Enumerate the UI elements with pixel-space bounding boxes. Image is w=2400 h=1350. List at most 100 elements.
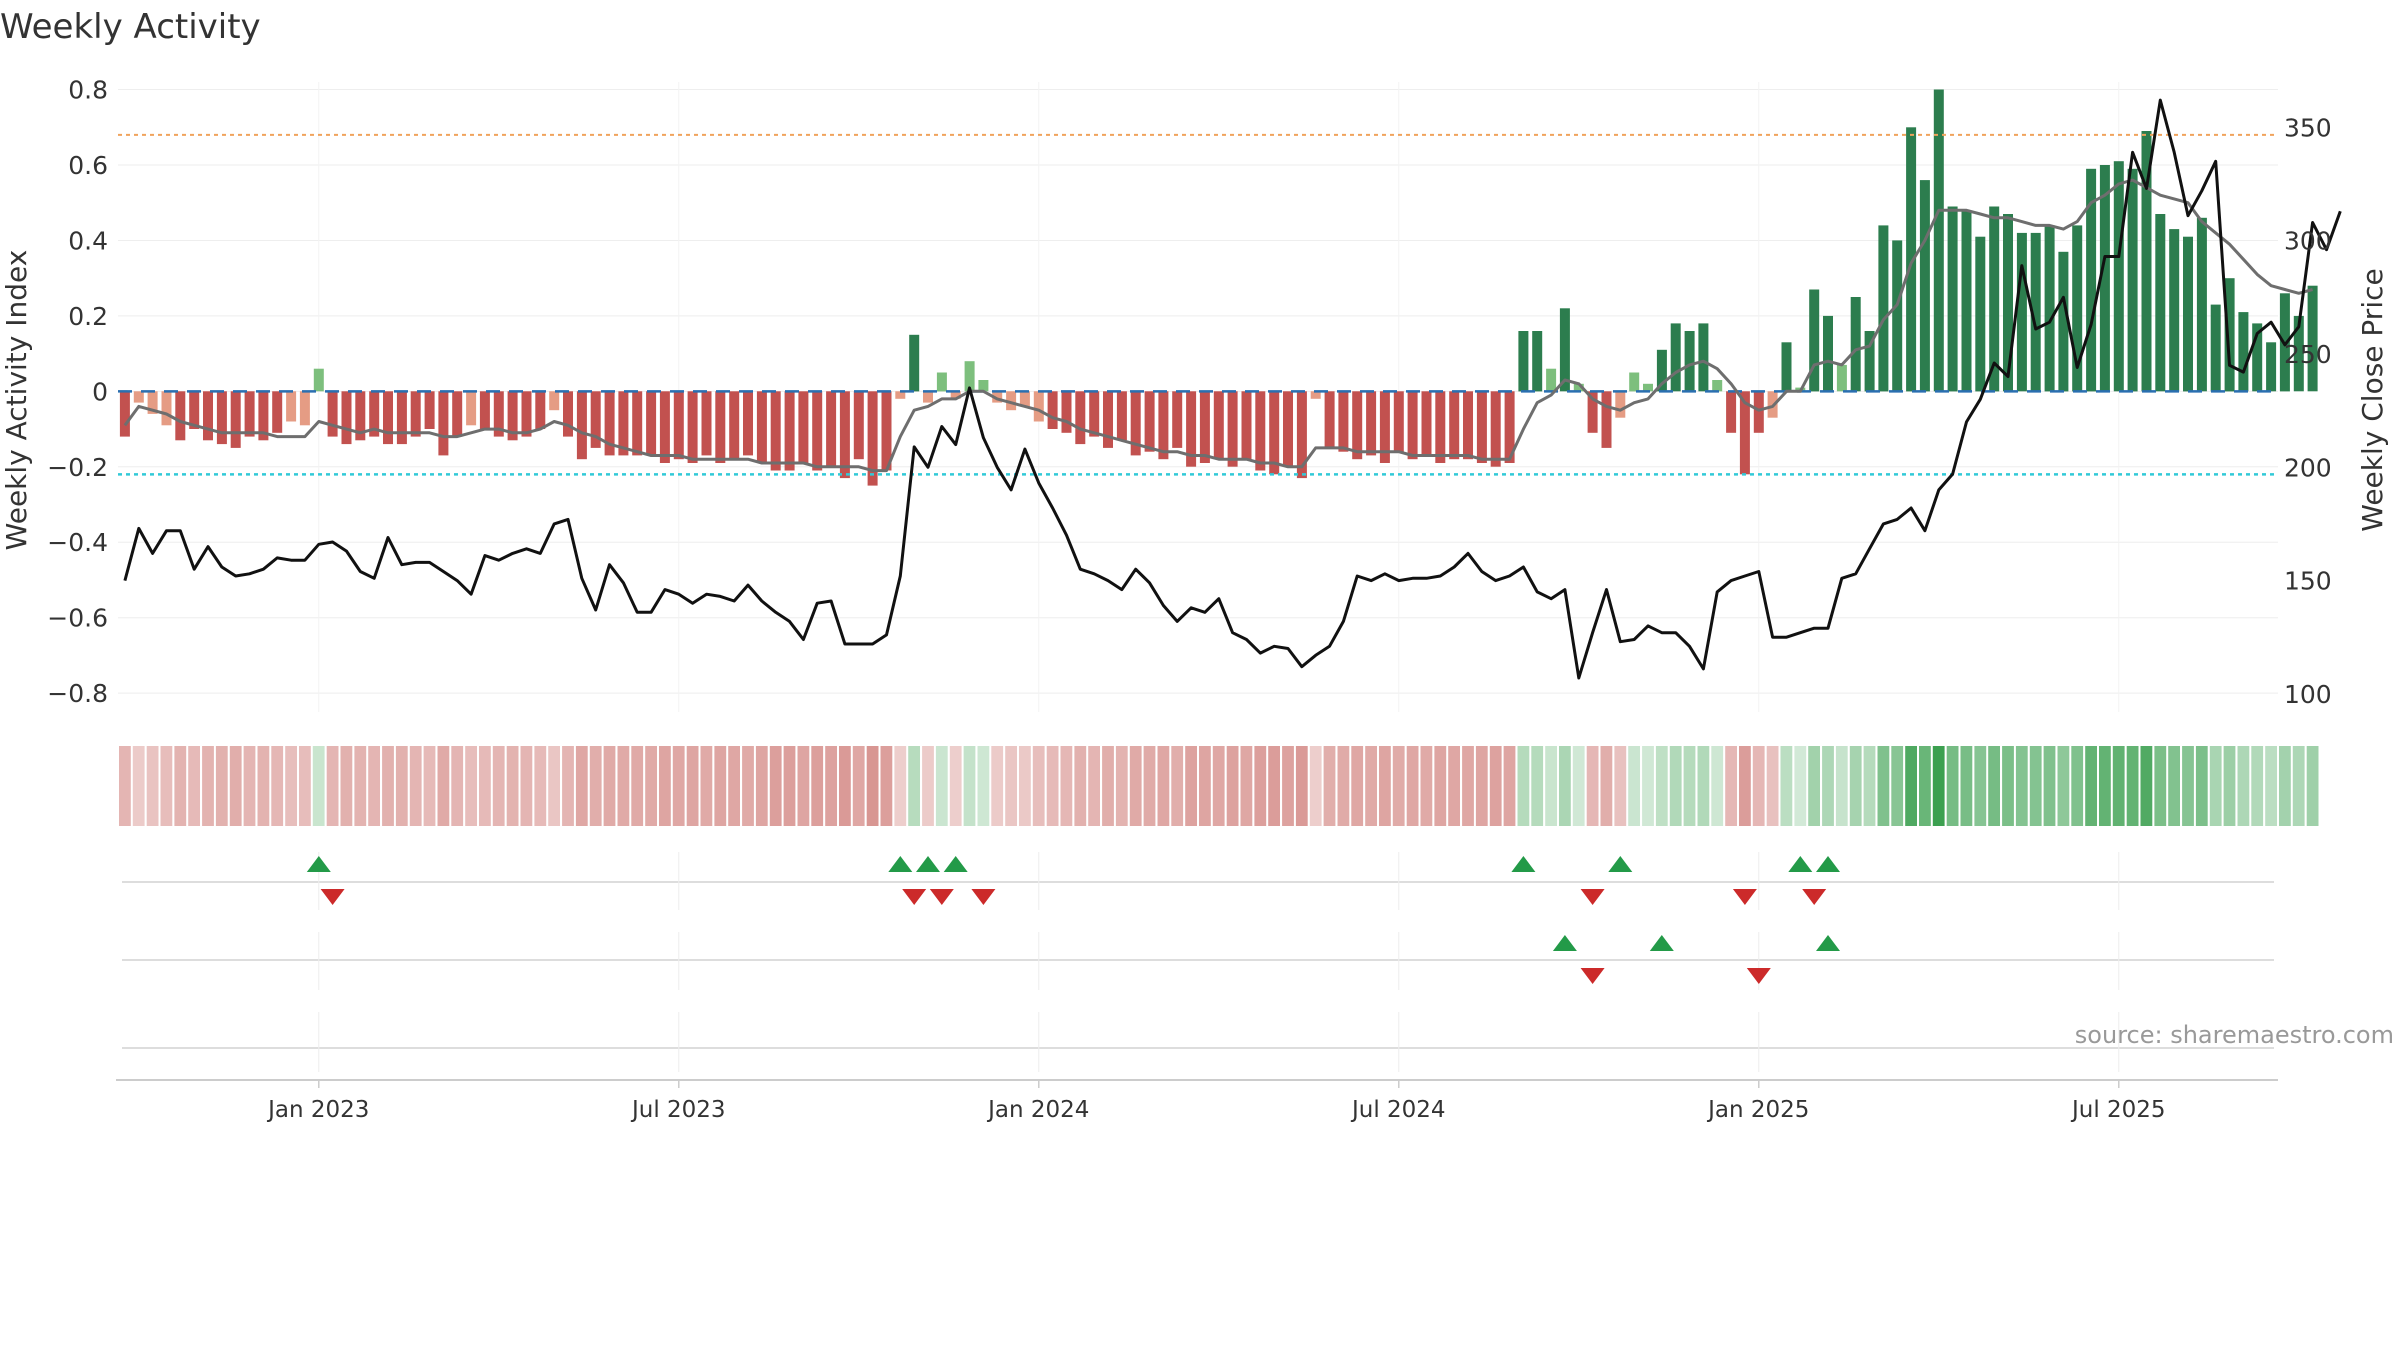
activity-bar [563, 391, 573, 437]
activity-bar [1463, 391, 1473, 460]
heat-cell [2195, 746, 2208, 826]
y-tick-left: −0.8 [47, 679, 108, 708]
y-tick-right: 250 [2284, 340, 2332, 369]
activity-bar [1684, 331, 1695, 392]
heat-cell [1905, 746, 1917, 826]
activity-bar [2058, 251, 2069, 392]
heat-cell [839, 746, 851, 826]
activity-bar [2086, 168, 2097, 392]
heat-cell [1323, 746, 1336, 826]
heat-cell [285, 746, 297, 826]
y-tick-right: 150 [2284, 567, 2332, 596]
heat-cell [1960, 746, 1973, 826]
activity-bar [659, 391, 670, 463]
activity-bar [1490, 391, 1501, 467]
activity-bar [881, 391, 892, 471]
activity-bar [466, 391, 477, 426]
activity-bar [507, 391, 518, 441]
source-label: source: sharemaestro.com [2075, 1021, 2394, 1049]
heat-cell [382, 746, 394, 826]
heat-cell [160, 746, 173, 826]
heat-cell [2306, 746, 2319, 826]
activity-heat-strip [119, 746, 2319, 826]
heat-cell [1600, 746, 1613, 826]
flip-up-marker [1608, 856, 1633, 872]
y-tick-left: 0.6 [68, 151, 108, 180]
activity-bar [1933, 89, 1944, 392]
activity-bar [867, 391, 878, 486]
x-tick-label: Jan 2025 [1706, 1097, 1809, 1123]
activity-bar [1532, 331, 1543, 392]
activity-bar [1144, 391, 1155, 452]
signal-rows [122, 852, 2274, 1072]
heat-cell [755, 746, 768, 826]
activity-bar [978, 380, 989, 392]
activity-bar [992, 391, 1003, 403]
heat-cell [1462, 746, 1474, 826]
ml-positive-marker [1649, 935, 1674, 951]
heat-cell [672, 746, 685, 826]
activity-bar [2141, 131, 2152, 392]
activity-bar [2030, 232, 2041, 392]
heat-cell [423, 746, 436, 826]
activity-bar [1864, 331, 1875, 392]
activity-bar [230, 391, 241, 448]
heat-cell [1517, 746, 1530, 826]
heat-cell [2223, 746, 2236, 826]
heat-cell [728, 746, 740, 826]
activity-bar [1393, 391, 1404, 452]
heat-cell [2292, 746, 2305, 826]
heat-cell [1545, 746, 1557, 826]
heat-cell [257, 746, 270, 826]
heat-cell [1019, 746, 1031, 826]
heat-cell [2112, 746, 2125, 826]
heat-cell [1877, 746, 1890, 826]
activity-bar [1006, 391, 1017, 411]
activity-bar [826, 391, 837, 467]
activity-bar [175, 391, 186, 441]
heat-cell [1129, 746, 1142, 826]
heat-cell [1074, 746, 1087, 826]
heat-cell [340, 746, 353, 826]
heat-cell [1849, 746, 1862, 826]
activity-bar [133, 391, 144, 403]
weekly-close-line [123, 98, 2342, 680]
heat-cell [1739, 746, 1751, 826]
activity-bar [1712, 380, 1723, 392]
y-tick-left: 0.4 [68, 226, 108, 255]
heat-cell [659, 746, 671, 826]
heat-cell [326, 746, 339, 826]
heat-cell [645, 746, 657, 826]
y-axis-right-label: Weekly Close Price [2356, 268, 2389, 531]
heat-cell [2029, 746, 2042, 826]
heat-cell [1586, 746, 1599, 826]
activity-bar [341, 391, 352, 445]
activity-bar [1089, 391, 1100, 437]
activity-bar [687, 391, 698, 463]
activity-bar [1352, 391, 1363, 460]
y-tick-left: −0.2 [47, 453, 108, 482]
activity-bar [1781, 342, 1792, 392]
heat-cell [1766, 746, 1779, 826]
heat-cell [1005, 746, 1017, 826]
y-tick-right: 350 [2284, 113, 2332, 142]
heat-cell [852, 746, 865, 826]
heat-cell [1683, 746, 1696, 826]
activity-bar [1906, 127, 1917, 392]
heat-cell [769, 746, 782, 826]
flip-down-marker [1732, 889, 1757, 905]
heat-cell [1559, 746, 1571, 826]
activity-bar [2307, 285, 2318, 392]
heat-cell [2043, 746, 2056, 826]
heat-cell [949, 746, 962, 826]
heat-cell [2002, 746, 2014, 826]
heat-cell [299, 746, 311, 826]
activity-bar [355, 391, 366, 441]
activity-bar [590, 391, 601, 448]
activity-bar [2210, 304, 2221, 392]
heat-cell [229, 746, 242, 826]
activity-bar [950, 391, 961, 399]
heat-cell [271, 746, 284, 826]
heat-cell [866, 746, 879, 826]
activity-bar [1836, 364, 1847, 392]
